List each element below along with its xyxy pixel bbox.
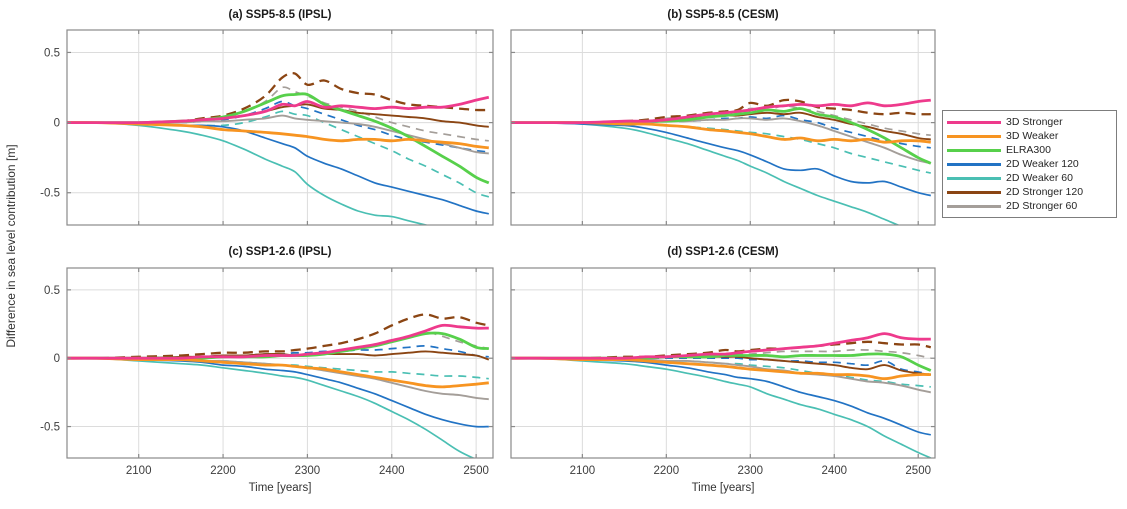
series-d-2d-weaker-60-dashed- [511, 357, 931, 388]
x-tick-label: 2100 [570, 465, 596, 477]
y-tick-label: 0.5 [44, 285, 60, 297]
subplot-d-title: (d) SSP1-2.6 (CESM) [667, 246, 778, 258]
legend-line-sample [947, 162, 1001, 166]
series-c-2d-weaker-120-dashed- [67, 345, 489, 360]
legend-line-sample [947, 190, 1001, 194]
legend-entry: 3D Weaker [947, 129, 1112, 143]
legend-box: 3D Stronger 3D Weaker ELRA300 2D Weaker 120… [942, 110, 1117, 218]
series-a-2d-weaker-60-dashed- [67, 110, 490, 198]
y-tick-label: 0.5 [44, 47, 60, 59]
series-d-elra300 [511, 352, 932, 372]
series-b-3d-weaker [511, 121, 931, 144]
series-d-2d-weaker-60 [511, 357, 932, 458]
y-tick-label: 0 [54, 118, 60, 130]
legend-line-sample [947, 176, 1001, 180]
y-tick-label: -0.5 [40, 422, 60, 434]
x-tick-label: 2200 [654, 465, 680, 477]
series-a-2d-weaker-120 [67, 121, 489, 215]
axes-box-a [66, 29, 494, 226]
legend-line-sample [947, 134, 1001, 138]
axes-box-c [66, 267, 494, 459]
tick-marks-d [511, 268, 935, 458]
x-tick-label: 2500 [905, 465, 931, 477]
legend-line-sample [947, 148, 1001, 152]
subplot-a-title: (a) SSP5-8.5 (IPSL) [229, 9, 332, 21]
legend-entry: 2D Stronger 120 [947, 185, 1112, 199]
x-tick-label: 2200 [210, 465, 236, 477]
legend-line-sample [947, 120, 1001, 124]
legend-label: 2D Weaker 60 [1006, 172, 1073, 184]
series-group-c [67, 313, 490, 458]
series-c-3d-stronger [67, 323, 489, 360]
series-d-2d-stronger-120-dashed- [511, 340, 932, 360]
subplot-a: 0.5 0 -0.5 [40, 29, 494, 226]
legend-label: 3D Stronger [1006, 116, 1063, 128]
x-axis-label-left: Time [years] [249, 482, 312, 494]
subplot-c-title: (c) SSP1-2.6 (IPSL) [229, 246, 332, 258]
y-tick-label: -0.5 [40, 188, 60, 200]
legend-label: ELRA300 [1006, 144, 1051, 156]
tick-marks-c [67, 268, 493, 458]
series-b-3d-stronger [511, 98, 931, 125]
series-b-2d-weaker-120 [511, 121, 931, 197]
legend-entry: ELRA300 [947, 143, 1112, 157]
series-b-2d-weaker-60 [511, 121, 901, 225]
y-axis-label: Difference in sea level contribution [m] [4, 144, 18, 347]
series-b-2d-stronger-60-dashed- [511, 104, 931, 137]
subplot-b-title: (b) SSP5-8.5 (CESM) [667, 9, 778, 21]
legend-entry: 2D Stronger 60 [947, 199, 1112, 213]
series-group-a [67, 71, 490, 225]
legend-label: 2D Stronger 60 [1006, 200, 1078, 212]
series-a-2d-weaker-60 [67, 121, 429, 225]
series-c-2d-weaker-60 [67, 357, 476, 458]
series-d-2d-weaker-120-dashed- [511, 357, 931, 376]
subplot-d: 2100 2200 2300 2400 2500 [510, 267, 936, 477]
legend-entry: 3D Stronger [947, 115, 1112, 129]
series-d-2d-stronger-60-dashed- [511, 349, 931, 360]
gridlines-c [67, 268, 493, 458]
tick-marks-b [511, 30, 935, 225]
legend-entry: 2D Weaker 120 [947, 157, 1112, 171]
series-b-2d-stronger-120-dashed- [511, 98, 931, 124]
legend-label: 2D Stronger 120 [1006, 186, 1084, 198]
legend-label: 3D Weaker [1006, 130, 1059, 142]
legend-label: 2D Weaker 120 [1006, 158, 1079, 170]
x-tick-label: 2400 [821, 465, 847, 477]
axes-box-b [510, 29, 936, 226]
axes-box-d [510, 267, 936, 459]
x-tick-label: 2400 [379, 465, 405, 477]
series-b-2d-weaker-60-dashed- [511, 121, 931, 174]
series-c-3d-weaker [67, 356, 489, 389]
legend-entry: 2D Weaker 60 [947, 171, 1112, 185]
x-axis-label-right: Time [years] [692, 482, 755, 494]
subplot-c: 2100 2200 2300 2400 2500 0.5 0 -0.5 [40, 267, 494, 477]
series-b-2d-weaker-120-dashed- [511, 114, 931, 149]
series-group-b [511, 98, 932, 225]
x-tick-label: 2500 [463, 465, 489, 477]
series-group-d [511, 332, 932, 458]
x-tick-label: 2300 [737, 465, 763, 477]
legend-line-sample [947, 204, 1001, 208]
series-c-2d-weaker-120 [67, 357, 489, 428]
series-c-2d-stronger-120-dashed- [67, 313, 490, 360]
x-tick-label: 2300 [295, 465, 321, 477]
series-d-3d-stronger [511, 332, 931, 360]
y-tick-label: 0 [54, 353, 60, 365]
tick-marks-a [67, 30, 493, 225]
series-d-3d-weaker [511, 356, 931, 381]
subplot-b [510, 29, 936, 226]
series-a-2d-weaker-120-dashed- [67, 100, 489, 153]
series-a-3d-stronger [67, 95, 490, 125]
series-c-2d-weaker-60-dashed- [67, 357, 489, 380]
x-tick-label: 2100 [126, 465, 152, 477]
series-a-3d-weaker [67, 121, 489, 150]
